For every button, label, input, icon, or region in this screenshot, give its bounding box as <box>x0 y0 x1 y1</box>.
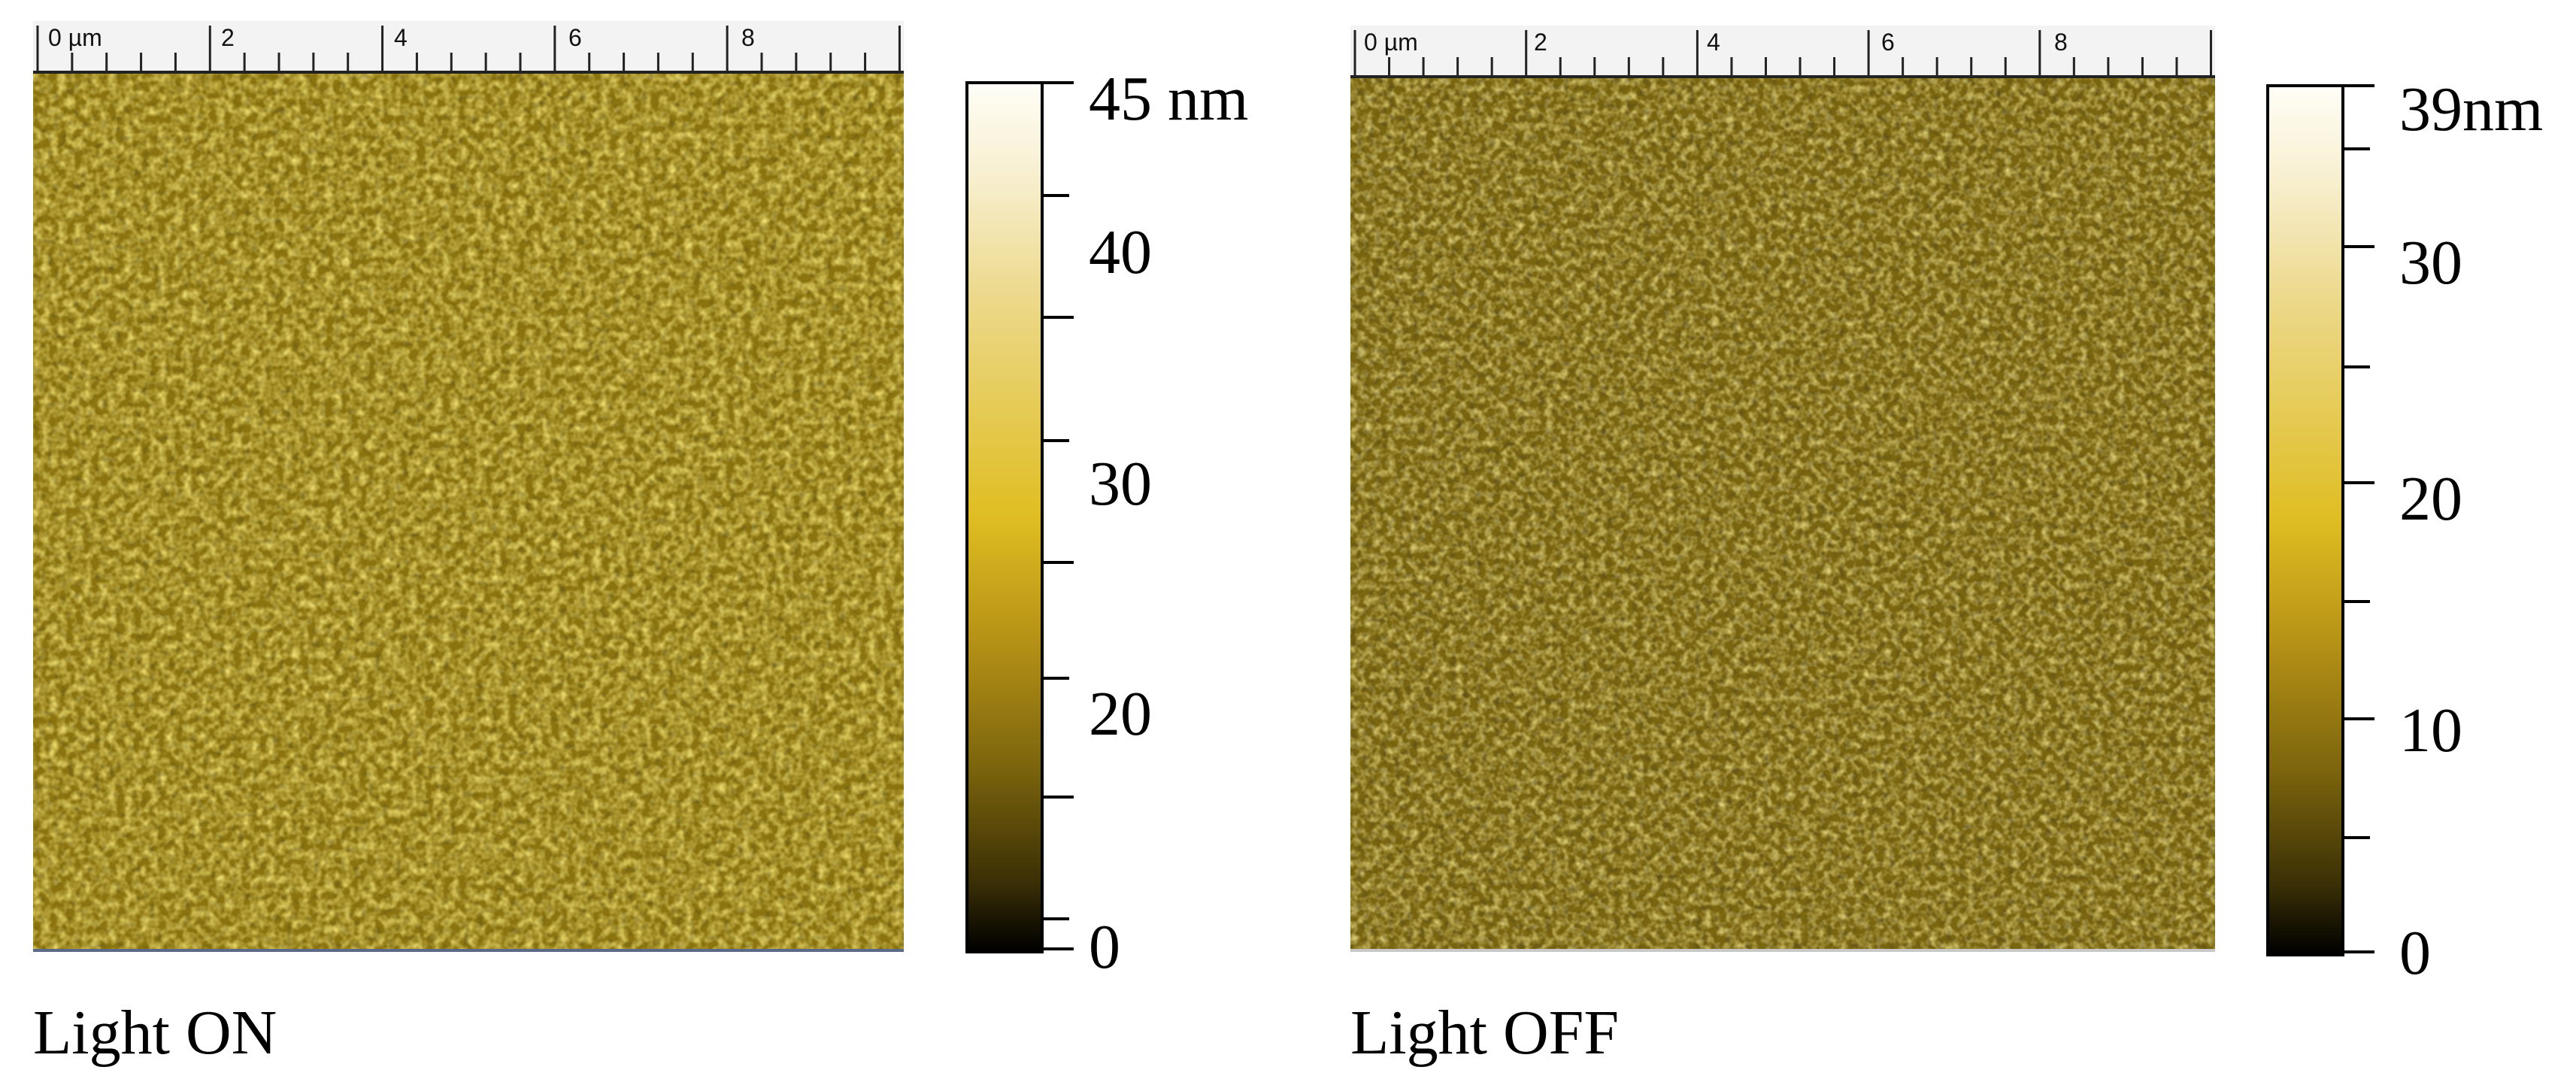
colorbar-label-max: 45 nm <box>1089 64 1249 134</box>
colorbar-tick <box>2341 147 2370 150</box>
colorbar-label-30: 30 <box>1089 449 1152 519</box>
ruler-label-6: 6 <box>568 24 582 51</box>
colorbar-label-min: 0 <box>2399 918 2431 988</box>
height-colorbar <box>2266 84 2344 956</box>
colorbar-label-30: 30 <box>2399 228 2462 298</box>
colorbar-tick <box>1041 316 1074 319</box>
ruler-label-8: 8 <box>741 24 755 51</box>
afm-panel-light-off: 0 µm 2 4 6 8 <box>1288 0 2576 1079</box>
colorbar-label-min: 0 <box>1089 912 1120 982</box>
ruler-label-4: 4 <box>1707 29 1720 56</box>
ruler-label-4: 4 <box>394 24 408 51</box>
afm-topography-image <box>33 74 904 949</box>
colorbar-tick <box>1041 561 1074 564</box>
colorbar-label-20: 20 <box>1089 679 1152 749</box>
colorbar-tick <box>2341 950 2374 953</box>
scale-ruler: 0 µm 2 4 6 8 <box>1350 26 2215 78</box>
colorbar-label-40: 40 <box>1089 217 1152 287</box>
ruler-label-2: 2 <box>221 24 235 51</box>
ruler-label-8: 8 <box>2054 29 2068 56</box>
height-colorbar <box>965 81 1044 953</box>
afm-panel-light-on: 0 µm 2 4 6 8 <box>33 21 1249 1068</box>
ruler-label-6: 6 <box>1881 29 1895 56</box>
ruler-label-0: 0 µm <box>1364 29 1418 56</box>
colorbar-tick <box>2341 836 2370 839</box>
afm-topography-image <box>1350 78 2215 949</box>
panel-caption: Light OFF <box>1350 998 1620 1068</box>
ruler-label-2: 2 <box>1534 29 1547 56</box>
ruler-ticks <box>36 26 901 71</box>
colorbar-tick <box>2341 365 2370 368</box>
colorbar-tick <box>1041 947 1074 950</box>
colorbar-tick <box>1041 677 1069 680</box>
image-bottom-edge <box>1350 949 2215 952</box>
colorbar-tick <box>2341 600 2370 603</box>
ruler-label-0: 0 µm <box>48 24 102 51</box>
colorbar-tick <box>1041 917 1069 920</box>
colorbar-label-20: 20 <box>2399 464 2462 534</box>
grain-texture <box>33 74 904 949</box>
colorbar-tick <box>1041 439 1069 442</box>
colorbar-tick <box>2341 481 2374 484</box>
colorbar-tick <box>2341 84 2374 87</box>
colorbar-tick <box>2341 717 2374 720</box>
panel-caption: Light ON <box>33 998 277 1068</box>
colorbar-label-max: 39nm <box>2399 74 2544 144</box>
image-bottom-edge <box>33 949 904 952</box>
grain-texture <box>1350 78 2215 949</box>
colorbar-tick <box>1041 194 1069 197</box>
colorbar-tick <box>1041 81 1074 84</box>
colorbar-tick <box>1041 796 1074 799</box>
colorbar-tick <box>2341 245 2374 248</box>
ruler-ticks <box>1353 30 2212 75</box>
colorbar-label-10: 10 <box>2399 696 2462 765</box>
scale-ruler: 0 µm 2 4 6 8 <box>33 21 904 74</box>
